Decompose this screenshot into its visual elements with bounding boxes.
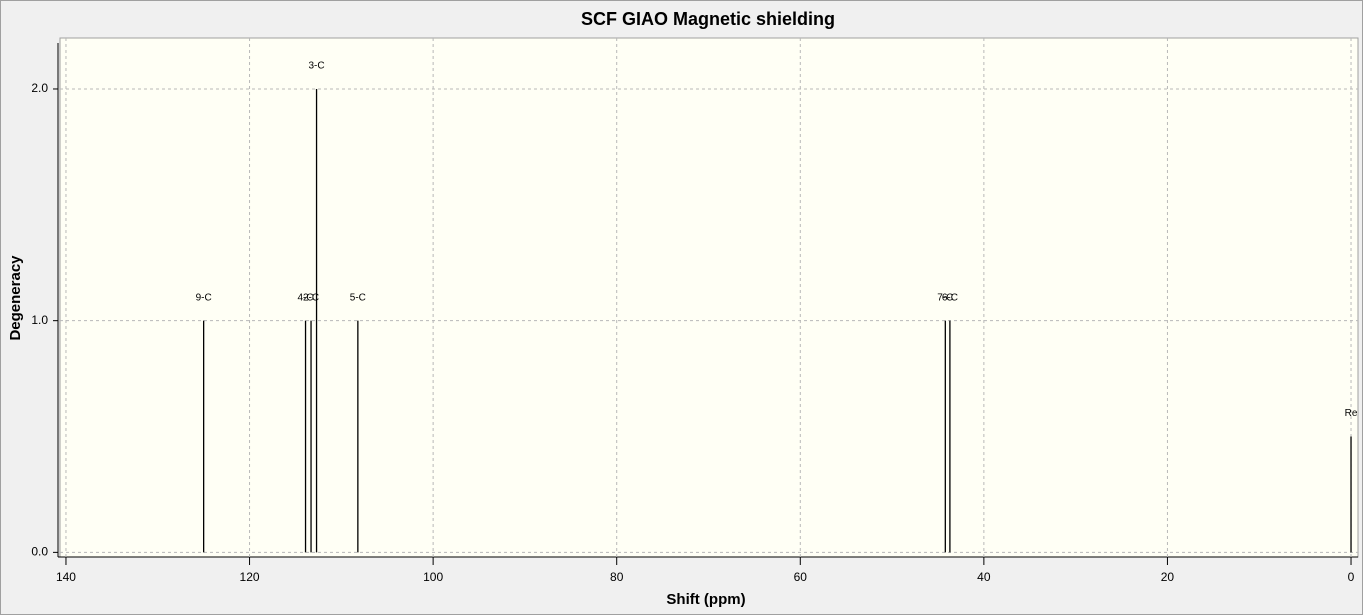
peak-label: 6-C: [942, 292, 958, 303]
x-tick-label: 140: [56, 570, 76, 584]
x-tick-label: 40: [977, 570, 991, 584]
peak-label: Re: [1345, 408, 1358, 419]
x-tick-label: 120: [240, 570, 260, 584]
plot-area: [59, 37, 1359, 558]
peak-label: 5-C: [350, 292, 366, 303]
x-tick-label: 0: [1348, 570, 1355, 584]
peak-label: 9-C: [196, 292, 212, 303]
y-tick-label: 1.0: [31, 313, 48, 327]
peak-label: 7-C: [937, 292, 953, 303]
y-tick-label: 0.0: [31, 545, 48, 559]
peak-label: 2-C: [303, 292, 319, 303]
x-axis-label: Shift (ppm): [666, 591, 745, 608]
peak-label: 3-C: [308, 61, 324, 72]
y-axis-label: Degeneracy: [7, 255, 24, 341]
x-tick-label: 60: [794, 570, 808, 584]
x-tick-label: 80: [610, 570, 624, 584]
x-tick-label: 100: [423, 570, 443, 584]
chart-title: SCF GIAO Magnetic shielding: [581, 9, 835, 29]
x-tick-label: 20: [1161, 570, 1175, 584]
peak-label: 4-C: [297, 292, 313, 303]
y-tick-label: 2.0: [31, 81, 48, 95]
